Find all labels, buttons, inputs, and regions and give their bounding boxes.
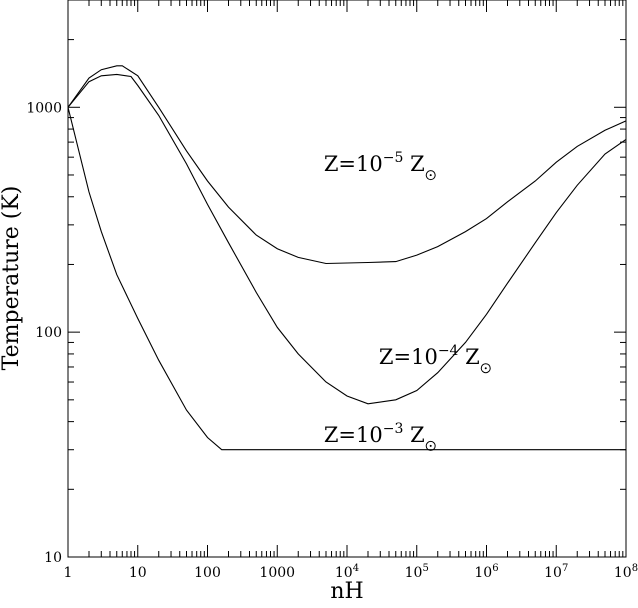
- x-axis-title: nH: [330, 579, 363, 604]
- series-label: Z=10−4 Z: [379, 343, 491, 374]
- x-tick-labels: 1 10 100 1000 104 105 106 107 108: [64, 563, 638, 581]
- series-line: [67, 65, 627, 265]
- plot-frame: [67, 0, 627, 558]
- x-tick-label: 107: [544, 563, 568, 581]
- x-tick-label: 108: [614, 563, 638, 581]
- series-labels: Z=10−5 Z Z=10−4 Z Z=10−3 Z: [324, 150, 491, 451]
- y-tick-labels: 10 100 1000: [26, 100, 62, 566]
- series-line: [67, 107, 626, 451]
- series-lines: [67, 65, 627, 451]
- x-tick-label: 106: [474, 563, 498, 581]
- axis-ticks: [67, 0, 626, 558]
- solar-symbol-icon: [425, 170, 436, 181]
- y-tick-label: 100: [35, 325, 62, 341]
- solar-symbol-dot: [429, 174, 432, 177]
- y-tick-label: 1000: [26, 100, 62, 116]
- series-line: [67, 73, 627, 405]
- solar-symbol-dot: [484, 367, 487, 370]
- series-label: Z=10−5 Z: [324, 150, 436, 181]
- series-label-text: Z=10−3 Z: [324, 421, 425, 447]
- solar-symbol-icon: [480, 363, 491, 374]
- x-tick-label: 10: [129, 565, 147, 581]
- series-label-text: Z=10−4 Z: [379, 343, 480, 369]
- solar-symbol-dot: [429, 444, 432, 447]
- series-label: Z=10−3 Z: [324, 421, 436, 451]
- y-axis-title: Temperature (K): [0, 186, 24, 371]
- x-tick-label: 1000: [259, 565, 295, 581]
- y-tick-label: 10: [44, 550, 62, 566]
- x-tick-label: 105: [405, 563, 429, 581]
- series-label-text: Z=10−5 Z: [324, 150, 425, 176]
- x-tick-label: 1: [64, 565, 73, 581]
- x-tick-label: 104: [335, 563, 359, 581]
- x-tick-label: 100: [194, 565, 221, 581]
- solar-symbol-icon: [425, 440, 436, 451]
